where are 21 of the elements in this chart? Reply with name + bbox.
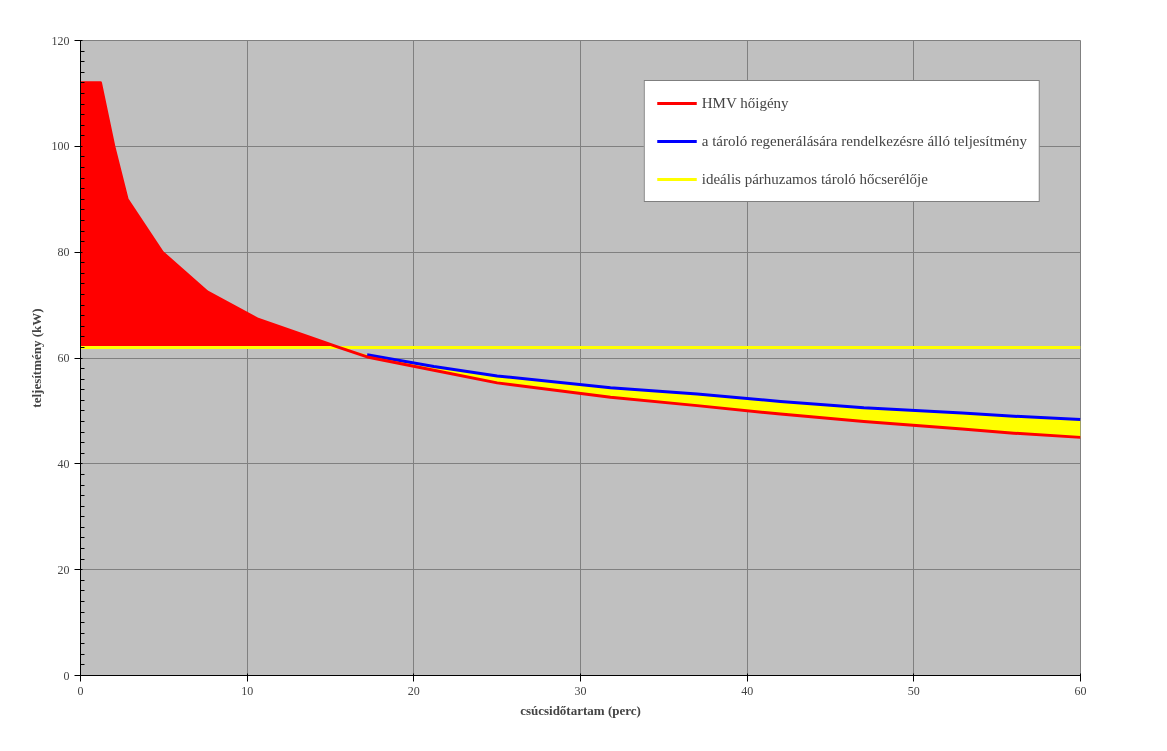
legend-label: ideális párhuzamos tároló hőcserélője (701, 170, 928, 188)
legend-label: a tároló regenerálására rendelkezésre álló teljesítmény (701, 132, 1027, 150)
x-axis-title: csúcsidőtartam (perc) (520, 702, 641, 718)
x-tick-label: 0 (77, 683, 84, 698)
x-tick-label: 50 (907, 683, 920, 698)
y-tick-label: 80 (57, 245, 70, 260)
y-tick-label: 20 (57, 562, 70, 577)
y-tick-label: 40 (57, 456, 70, 471)
y-axis-title: teljesítmény (kW) (28, 308, 44, 408)
x-tick-label: 60 (1074, 683, 1087, 698)
y-tick-label: 60 (57, 351, 70, 365)
x-tick-label: 40 (741, 683, 754, 698)
legend-label: HMV hőigény (701, 94, 789, 112)
y-tick-label: 100 (51, 139, 70, 154)
y-tick-label: 120 (51, 33, 70, 48)
x-tick-label: 30 (574, 683, 587, 698)
line-series (80, 81, 1081, 439)
x-tick-label: 10 (241, 683, 254, 698)
y-tick-label: 0 (63, 668, 70, 683)
line-series (365, 353, 1081, 421)
x-tick-label: 20 (407, 683, 420, 698)
